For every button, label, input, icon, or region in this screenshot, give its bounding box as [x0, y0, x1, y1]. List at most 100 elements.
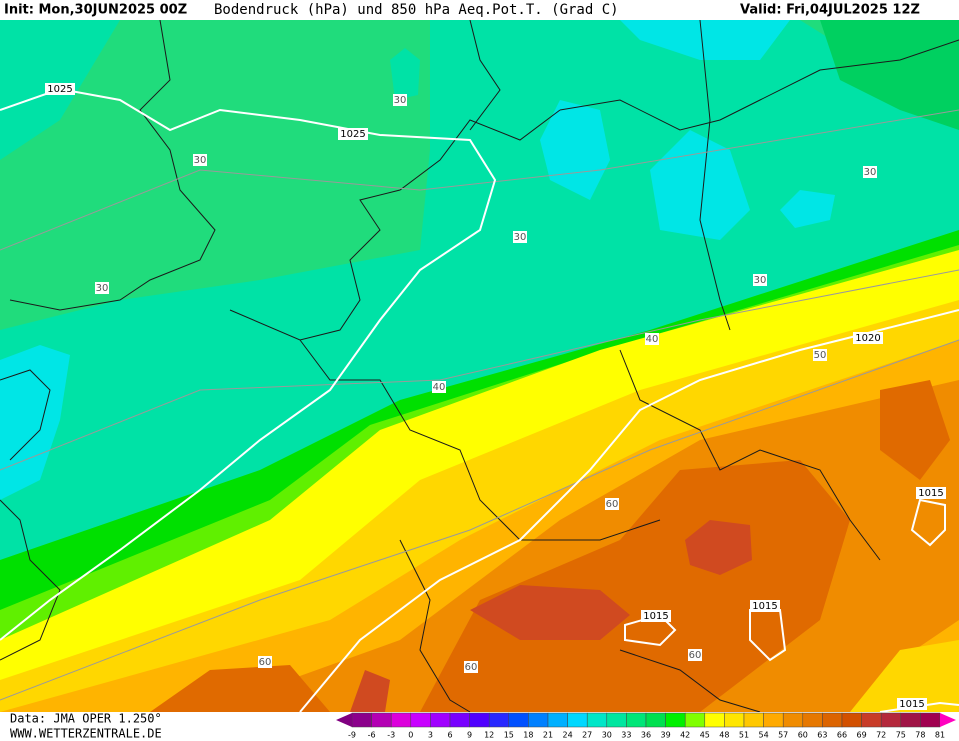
field-cyan: [0, 345, 70, 500]
theta-label: 60: [606, 499, 619, 510]
colorbar-label: 57: [778, 731, 788, 740]
theta-label-bg: [193, 154, 207, 166]
colorbar-label: 75: [896, 731, 906, 740]
colorbar: -9 -6 -3 0 3 6 9 12 15 18 21 24 27 30 33 36 39 42 45 48 51 54…: [336, 712, 956, 740]
coastlines: [0, 19, 959, 713]
field-teal: [390, 48, 420, 100]
colorbar-box: [802, 712, 823, 728]
isobar-label: 1015: [752, 601, 777, 612]
theta-contours: [0, 109, 959, 701]
coastline: [619, 649, 761, 713]
colorbar-label: 54: [759, 731, 769, 740]
theta-label-bg: [258, 656, 272, 668]
field-deeporange: [420, 460, 850, 712]
theta-label: 50: [814, 350, 827, 361]
contour: [0, 109, 959, 251]
colorbar-box: [684, 712, 706, 728]
isobar-label: 1025: [47, 84, 72, 95]
field-cyan: [620, 20, 790, 60]
colorbar-label: -3: [387, 731, 395, 740]
coastline: [559, 39, 959, 131]
colorbar-box: [743, 712, 764, 728]
theta-label-bg: [863, 166, 877, 178]
colorbar-box: [508, 712, 529, 728]
theta-label-bg: [393, 94, 407, 106]
colorbar-box: [488, 712, 510, 728]
colorbar-box: [822, 712, 843, 728]
colorbar-box: [351, 712, 372, 728]
colorbar-label: 15: [504, 731, 514, 740]
border: [299, 339, 661, 541]
theta-label-bg: [753, 274, 767, 286]
theta-label-bg: [645, 333, 659, 345]
isobar-label-bg: [897, 698, 927, 710]
colorbar-label: 69: [857, 731, 867, 740]
field-deeporange: [880, 380, 950, 480]
colorbar-box: [567, 712, 588, 728]
coastline: [399, 539, 471, 713]
colorbar-box: [861, 712, 882, 728]
colorbar-label: 51: [739, 731, 749, 740]
theta-label-bg: [605, 498, 619, 510]
colorbar-box: [371, 712, 392, 728]
colorbar-box: [449, 712, 470, 728]
colorbar-arrow: [940, 713, 956, 727]
theta-label-bg: [813, 349, 827, 361]
colorbar-label: 24: [563, 731, 573, 740]
isobar: [910, 498, 946, 547]
colorbar-box: [645, 712, 666, 728]
coastline: [469, 19, 501, 131]
colorbar-box: [528, 712, 549, 728]
colorbar-box: [880, 712, 902, 728]
colorbar-box: [763, 712, 784, 728]
isobar-label-bg: [45, 83, 75, 95]
colorbar-arrow: [336, 713, 352, 727]
theta-label: 30: [754, 275, 767, 286]
colorbar-box: [920, 712, 941, 728]
colorbar-box: [724, 712, 745, 728]
colorbar-label: 48: [719, 731, 729, 740]
theta-label: 30: [514, 232, 527, 243]
field-cyan: [780, 190, 835, 228]
theta-label: 60: [465, 662, 478, 673]
colorbar-label: 27: [582, 731, 592, 740]
isobar-label-bg: [853, 332, 883, 344]
colorbar-label: 78: [915, 731, 925, 740]
isobar-label: 1020: [855, 333, 880, 344]
contour: [0, 339, 959, 701]
theta-label-bg: [464, 661, 478, 673]
colorbar-box: [547, 712, 568, 728]
field-gold: [850, 640, 959, 712]
colorbar-box: [606, 712, 627, 728]
colorbar-label: 18: [523, 731, 533, 740]
isobar: [0, 87, 497, 641]
colorbar-label: 9: [467, 731, 472, 740]
colorbar-box: [704, 712, 725, 728]
colorbar-label: 3: [428, 731, 433, 740]
theta-label: 40: [646, 334, 659, 345]
theta-label: 60: [259, 657, 272, 668]
theta-label: 60: [689, 650, 702, 661]
colorbar-label: 33: [621, 731, 631, 740]
isobar-label: 1015: [918, 488, 943, 499]
colorbar-label: 30: [602, 731, 612, 740]
isobar-label-bg: [338, 128, 368, 140]
field-red: [685, 520, 752, 575]
contour: [0, 269, 959, 471]
colorbar-label: 60: [798, 731, 808, 740]
field-green: [820, 20, 959, 130]
colorbar-box: [586, 712, 608, 728]
colorbar-box: [841, 712, 862, 728]
contour-labels: 1025 1025 1020 1015 1015 1015 1015 30 30 30 30 30 30…: [45, 83, 946, 710]
valid-time: Valid: Fri,04JUL2025 12Z: [740, 3, 920, 18]
colorbar-box: [410, 712, 431, 728]
border: [699, 19, 731, 331]
colorbar-label: 0: [408, 731, 413, 740]
colorbar-label: 66: [837, 731, 847, 740]
map-title: Bodendruck (hPa) und 850 hPa Aeq.Pot.T. …: [214, 2, 619, 18]
theta-label-bg: [513, 231, 527, 243]
colorbar-label: 63: [817, 731, 827, 740]
field-red: [470, 585, 630, 640]
isobar-label: 1015: [643, 611, 668, 622]
field-deeporange: [150, 665, 330, 712]
